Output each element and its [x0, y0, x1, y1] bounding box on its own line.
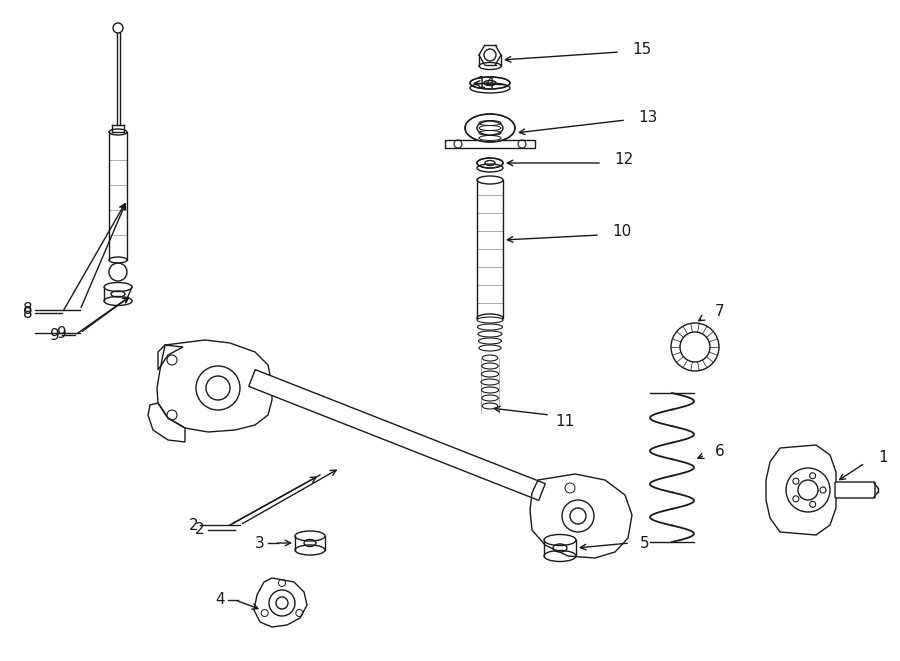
Polygon shape — [766, 445, 836, 535]
Ellipse shape — [477, 176, 503, 184]
Text: 9: 9 — [50, 327, 60, 342]
Ellipse shape — [478, 331, 502, 337]
Ellipse shape — [477, 317, 503, 323]
Text: 5: 5 — [640, 535, 650, 551]
Text: 3: 3 — [256, 535, 265, 551]
Ellipse shape — [470, 77, 510, 89]
Ellipse shape — [477, 158, 503, 168]
Text: 15: 15 — [632, 42, 652, 56]
Text: 4: 4 — [215, 592, 225, 607]
Text: 6: 6 — [715, 444, 724, 459]
Ellipse shape — [477, 314, 503, 322]
FancyBboxPatch shape — [835, 482, 875, 498]
Text: 8: 8 — [23, 303, 33, 317]
Text: 7: 7 — [715, 305, 724, 319]
Ellipse shape — [481, 379, 499, 385]
Ellipse shape — [479, 345, 501, 351]
Text: 2: 2 — [188, 518, 198, 533]
Text: 10: 10 — [612, 225, 631, 239]
Ellipse shape — [478, 324, 502, 330]
Ellipse shape — [482, 355, 498, 361]
Text: 8: 8 — [23, 305, 33, 321]
Text: 2: 2 — [195, 522, 205, 537]
Text: 9: 9 — [58, 325, 67, 340]
Ellipse shape — [482, 395, 499, 401]
Text: 11: 11 — [555, 414, 574, 430]
Text: 13: 13 — [638, 110, 657, 124]
Ellipse shape — [465, 114, 515, 142]
Text: 14: 14 — [477, 75, 496, 91]
Polygon shape — [248, 369, 545, 500]
Text: 1: 1 — [878, 451, 887, 465]
Ellipse shape — [482, 403, 498, 409]
Ellipse shape — [482, 371, 499, 377]
Ellipse shape — [482, 387, 499, 393]
Ellipse shape — [479, 338, 501, 344]
Text: 12: 12 — [614, 153, 634, 167]
Ellipse shape — [482, 363, 499, 369]
